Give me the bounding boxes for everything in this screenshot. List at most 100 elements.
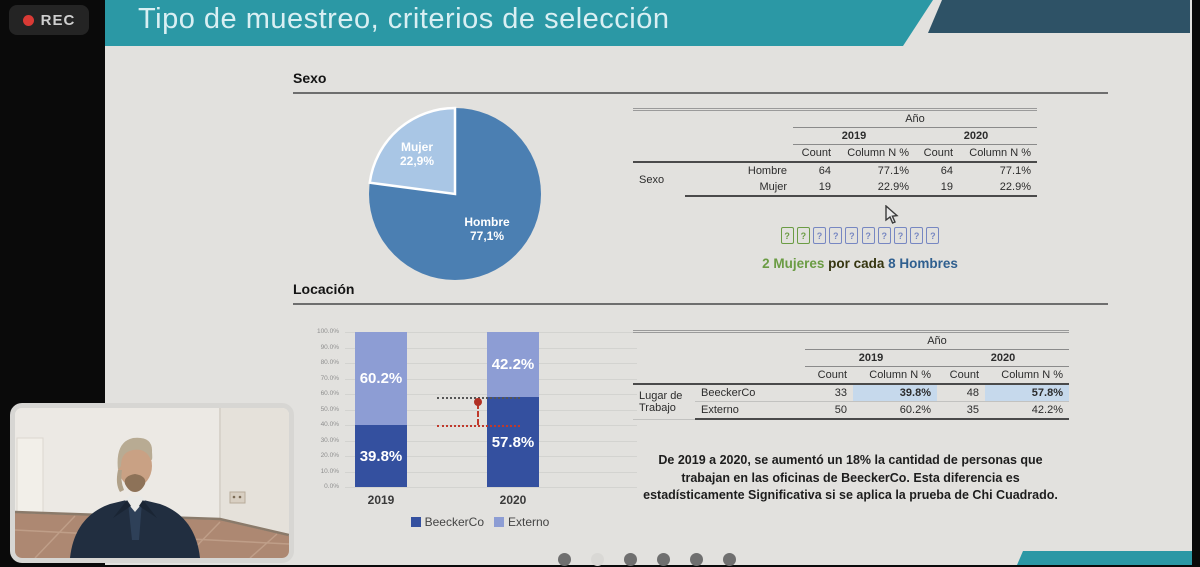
bar-value-label: 60.2% [359,370,403,388]
annotation-arrow-head [474,398,482,407]
man-icon: ? [861,227,875,244]
col-header-pct: Column N % [985,366,1069,385]
gender-ratio-caption: 2 Mujeres por cada 8 Hombres [665,256,1055,271]
slide-nav-dot[interactable] [558,553,571,566]
y-axis-tick-label: 20.0% [320,452,339,459]
cell-value: 19 [915,179,959,197]
year-span-header: Año [805,331,1069,350]
man-icon: ? [893,227,907,244]
presenter-webcam[interactable] [10,403,294,563]
location-table-container: Año 2019 2020 Count Column N % Count Col… [633,330,1069,420]
bar-gridline [345,487,637,488]
section-heading-sexo: Sexo [293,70,327,86]
cell-value: 19 [793,179,837,197]
legend-swatch-beeckerco [410,517,421,527]
cell-value-highlighted: 57.8% [985,384,1069,402]
year-2019-header: 2019 [793,127,915,145]
man-icon: ? [910,227,924,244]
cell-value-highlighted: 39.8% [853,384,937,402]
pie-slice-mujer [368,106,457,196]
slide-nav-dot[interactable] [624,553,637,566]
annotation-increase-arrow [477,403,479,425]
record-dot-icon [22,14,34,26]
woman-icon: ? [796,227,810,244]
man-icon: ? [926,227,940,244]
cell-value: 22.9% [837,179,915,197]
man-icon: ? [877,227,891,244]
row-label: Externo [695,401,805,420]
slide-pagination [558,553,756,567]
bar-value-label: 39.8% [359,447,403,465]
section-divider [293,303,1108,305]
bar-segment-externo: 60.2% [355,332,407,426]
col-header-pct: Column N % [959,144,1037,163]
slide-nav-dot[interactable] [690,553,703,566]
cell-value: 64 [818,165,831,177]
bar-chart-legend: BeeckerCo Externo [345,515,605,529]
annotation-lower-dotted-line [437,425,520,427]
y-axis-tick-label: 70.0% [320,374,339,382]
pie-label-mujer: Mujer 22,9% [400,140,434,168]
conclusion-line: estadísticamente Significativa si se apl… [643,488,1058,502]
slide-nav-dot[interactable] [723,553,736,566]
conclusion-line: trabajan en las oficinas de BeeckerCo. E… [681,470,1020,485]
cell-value: 33 [805,384,853,402]
cell-value: 77.1% [999,165,1031,177]
y-axis-tick-label: 80.0% [320,359,339,366]
bar-value-label: 57.8% [491,433,535,451]
y-axis-tick-label: 100.0% [316,328,339,335]
y-axis-tick-label: 60.0% [320,390,339,397]
bar-segment-beeckerco: 39.8% [355,425,407,487]
cell-value: 35 [937,401,985,420]
title-banner [105,0,1190,46]
women-count-text: 2 Mujeres [762,256,825,271]
row-group-label: Lugar de Trabajo [633,384,695,420]
presenter-person [70,437,200,558]
conclusion-line: De 2019 a 2020, se aumentó un 18% la can… [658,453,1043,467]
row-group-label: Sexo [639,173,665,186]
bar-segment-beeckerco: 57.8% [487,397,539,487]
section-divider [293,92,1108,94]
cell-value: 48 [937,384,985,402]
col-header-count: Count [937,366,985,385]
col-header-pct: Column N % [837,144,915,163]
gender-ratio-pictogram: ?????????? [755,226,965,244]
year-2020-header: 2020 [937,349,1069,367]
year-2020-header: 2020 [915,127,1037,145]
slide-title: Tipo de muestreo, criterios de selección [138,3,670,35]
bar-value-label: 42.2% [491,356,535,374]
conclusion-text: De 2019 a 2020, se aumentó un 18% la can… [633,452,1068,505]
slide-nav-dot[interactable] [657,553,670,566]
legend-swatch-externo [494,517,504,527]
webcam-video [15,408,289,558]
sex-pie-chart: Mujer 22,9% Hombre 77,1% [368,106,541,280]
mouse-cursor [885,205,899,224]
cell-value: 22.9% [959,179,1037,197]
pie-label-hombre: Hombre 77,1% [464,215,510,243]
table-row: Mujer 19 22.9% 19 22.9% [633,179,1037,197]
wall-outlet [229,491,246,504]
row-label: BeeckerCo [695,384,805,402]
y-axis-tick-label: 90.0% [320,343,339,351]
slide-nav-dot[interactable] [591,553,604,566]
rec-label: REC [40,11,76,29]
col-header-count: Count [793,144,837,163]
col-header-pct: Column N % [853,366,937,385]
ratio-connector-text: por cada [824,256,889,271]
col-header-count: Count [805,366,853,385]
location-stacked-bar-chart: 0.0% 10.0% 20.0% 30.0% 40.0% 50.0% 60.0% 70.0% 8… [305,322,657,537]
row-label: Hombre [747,165,787,177]
x-axis-category-label: 2020 [499,493,527,507]
cell-value: 50 [805,401,853,420]
cell-value: 64 [940,165,953,177]
man-icon: ? [829,227,843,244]
men-count-text: 8 Hombres [888,256,958,271]
row-label: Mujer [685,179,793,197]
y-axis-tick-label: 10.0% [320,467,339,475]
sex-table-container: Año 2019 2020 Count Column N % Count Col… [633,108,1037,197]
cell-value: 60.2% [853,401,937,420]
legend-label: BeeckerCo [424,515,484,529]
table-row: Externo 50 60.2% 35 42.2% [633,401,1069,420]
section-heading-locacion: Locación [293,281,355,297]
